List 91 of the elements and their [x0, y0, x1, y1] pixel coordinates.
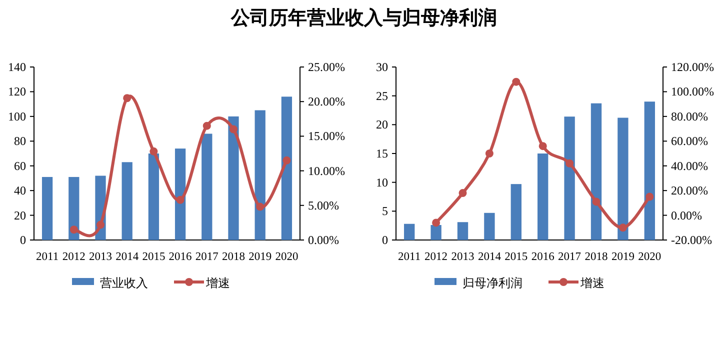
bar: [484, 212, 495, 240]
y2-tick-label: 0.00%: [671, 208, 702, 222]
point: [512, 78, 520, 86]
point: [150, 147, 158, 156]
bar: [457, 222, 468, 240]
point: [256, 202, 264, 211]
y2-tick-label: 100.00%: [671, 84, 714, 99]
point: [485, 150, 494, 158]
y2-tick-label: 120.00%: [671, 60, 714, 74]
x-tick-label: 2018: [222, 251, 246, 263]
y2-tick-label: 10.00%: [308, 164, 345, 178]
point: [96, 220, 104, 229]
y-tick-label: 120: [8, 84, 26, 99]
bar: [430, 225, 442, 240]
point: [458, 189, 467, 198]
x-tick-label: 2014: [116, 251, 139, 263]
point: [592, 198, 600, 206]
y-tick-label: 25: [376, 88, 388, 103]
bar: [148, 154, 160, 240]
x-tick-label: 2015: [142, 251, 166, 263]
y-tick-label: 20: [14, 208, 26, 222]
legend-label: 增速: [205, 276, 230, 290]
y2-tick-label: 40.00%: [671, 158, 708, 173]
bar: [404, 224, 415, 240]
point: [432, 218, 440, 227]
y2-tick-label: 60.00%: [671, 134, 708, 148]
bar: [42, 176, 53, 240]
x-tick-label: 2018: [584, 251, 608, 263]
x-tick-label: 2019: [611, 251, 635, 263]
y-tick-label: 10: [376, 175, 388, 190]
x-tick-label: 2019: [248, 251, 272, 263]
y2-tick-label: 0.00%: [308, 233, 339, 247]
x-tick-label: 2020: [275, 251, 298, 263]
bar: [538, 154, 548, 240]
y-tick-label: 80: [14, 134, 26, 148]
bar: [644, 102, 655, 240]
y-tick-label: 0: [20, 233, 26, 247]
point: [618, 224, 627, 232]
bar: [254, 110, 266, 240]
point: [566, 159, 574, 168]
y-tick-label: 40: [14, 184, 26, 198]
y2-tick-label: 25.00%: [308, 60, 345, 74]
text: 公司历年营业收入与归母净利润: [230, 7, 497, 29]
y-tick-label: 15: [376, 146, 388, 160]
x-tick-label: 2016: [168, 251, 192, 263]
point: [202, 122, 211, 130]
y-tick-label: 5: [382, 204, 388, 218]
y-tick-label: 20: [376, 118, 388, 132]
bar: [68, 176, 80, 240]
bar: [590, 103, 602, 240]
y2-tick-label: 20.00%: [671, 184, 708, 198]
x-tick-label: 2014: [478, 251, 502, 263]
bar: [174, 148, 186, 240]
x-tick-label: 2012: [424, 251, 448, 263]
y-tick-label: 30: [376, 60, 388, 74]
point: [230, 125, 238, 134]
bar: [564, 116, 575, 240]
point: [176, 196, 184, 204]
y-tick-label: 140: [8, 60, 26, 74]
y-tick-label: 100: [8, 109, 26, 124]
y2-tick-label: 5.00%: [308, 198, 339, 212]
bar: [510, 184, 522, 240]
x-tick-label: 2017: [195, 251, 219, 263]
x-tick-label: 2015: [504, 251, 528, 263]
legend-label: 归母净利润: [462, 276, 522, 290]
x-tick-label: 2013: [451, 251, 474, 263]
bar: [618, 118, 628, 240]
bar: [228, 116, 239, 240]
y-tick-label: 60: [14, 158, 26, 173]
legend-label: 营业收入: [100, 276, 148, 290]
x-tick-label: 2013: [89, 251, 112, 263]
point: [538, 142, 547, 150]
bar: [202, 134, 212, 240]
y2-tick-label: 20.00%: [308, 94, 345, 109]
x-tick-label: 2017: [558, 251, 582, 263]
y2-tick-label: 80.00%: [671, 109, 708, 124]
x-tick-label: 2011: [398, 251, 421, 263]
x-tick-label: 2012: [62, 251, 86, 263]
point: [282, 156, 291, 164]
y-tick-label: 0: [382, 233, 388, 247]
y2-tick-label: -20.00%: [671, 233, 712, 247]
point: [123, 94, 132, 102]
y2-tick-label: 15.00%: [308, 129, 345, 144]
x-tick-label: 2011: [36, 251, 59, 263]
bar: [122, 162, 132, 240]
bar: [281, 96, 292, 240]
point: [70, 226, 78, 234]
legend-label: 增速: [580, 276, 604, 290]
point: [646, 192, 654, 201]
x-tick-label: 2020: [638, 251, 662, 263]
x-tick-label: 2016: [531, 251, 555, 263]
